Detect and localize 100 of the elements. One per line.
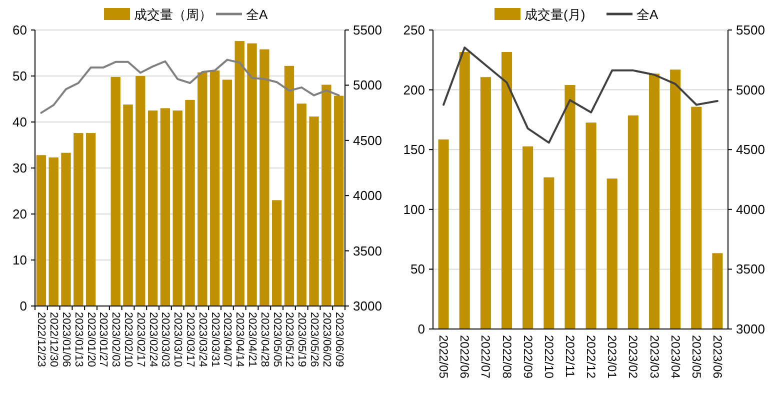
x-tick-label: 2023/06/09 <box>332 312 345 368</box>
bar <box>123 104 133 306</box>
bar <box>110 76 120 306</box>
x-tick-label: 2023/05/12 <box>283 312 296 368</box>
line-series <box>40 58 340 114</box>
bar <box>136 76 146 306</box>
bar <box>501 52 512 329</box>
legend-label: 成交量(月) <box>524 7 586 22</box>
bar <box>564 85 576 329</box>
legend-label: 成交量（周） <box>134 7 212 22</box>
bar <box>480 77 491 329</box>
x-tick-label: 2022/10 <box>542 335 556 379</box>
y-tick-label: 40 <box>12 114 27 130</box>
bar <box>260 49 270 306</box>
bar <box>234 41 244 306</box>
x-tick-label: 2022/08 <box>500 335 514 379</box>
y2-tick-label: 5500 <box>353 22 382 38</box>
y2-tick-label: 3000 <box>353 298 382 314</box>
bar <box>334 96 344 306</box>
y2-tick-label: 5000 <box>736 82 765 98</box>
bar <box>712 253 723 329</box>
x-tick-label: 2023/01/13 <box>72 312 84 368</box>
bar <box>586 122 596 329</box>
x-tick-label: 2023/02/03 <box>110 312 122 368</box>
x-tick-label: 2023/01/06 <box>60 312 72 368</box>
legend-label: 全A <box>246 7 268 22</box>
y2-tick-label: 3500 <box>736 262 765 277</box>
x-tick-label: 2023/04/28 <box>258 312 270 368</box>
y-tick-label: 0 <box>20 298 27 314</box>
x-tick-label: 2023/02/24 <box>146 312 159 368</box>
line-series <box>442 46 718 144</box>
x-tick-label: 2023/03/03 <box>159 312 172 368</box>
y-tick-label: 60 <box>12 22 27 38</box>
x-tick-label: 2022/12 <box>584 335 598 379</box>
bar <box>86 133 96 306</box>
legend-label: 全A <box>636 7 658 22</box>
x-tick-label: 2022/09 <box>520 335 535 379</box>
bar <box>148 110 158 306</box>
bar <box>198 72 208 306</box>
bar <box>48 157 58 306</box>
x-tick-label: 2023/05/05 <box>270 312 283 368</box>
bar <box>691 106 702 329</box>
y2-tick-label: 5000 <box>353 78 382 93</box>
bar <box>438 139 449 329</box>
y-tick-label: 30 <box>12 160 27 176</box>
y2-tick-label: 4000 <box>736 202 765 217</box>
y-tick-label: 0 <box>418 322 425 336</box>
bar <box>522 146 534 329</box>
x-tick-label: 2022/12/30 <box>48 312 60 368</box>
x-tick-label: 2023/02 <box>626 335 640 379</box>
x-tick-label: 2022/07 <box>478 335 493 379</box>
bar <box>185 100 195 306</box>
bar <box>210 70 220 306</box>
bar <box>160 108 170 306</box>
x-tick-label: 2023/06 <box>710 335 724 379</box>
y2-tick-label: 4000 <box>353 188 382 204</box>
x-tick-label: 2023/03/17 <box>184 312 196 368</box>
x-tick-label: 2022/06 <box>458 335 472 379</box>
x-tick-label: 2023/02/17 <box>134 312 146 368</box>
bar <box>272 200 282 306</box>
x-tick-label: 2023/05/19 <box>296 312 308 368</box>
x-tick-label: 2023/03/31 <box>208 312 221 368</box>
y-tick-label: 50 <box>410 262 425 277</box>
y-tick-label: 150 <box>403 142 425 158</box>
y-tick-label: 50 <box>12 68 27 84</box>
x-tick-label: 2023/04/21 <box>246 312 258 368</box>
y-tick-label: 250 <box>403 22 425 38</box>
x-tick-label: 2023/01/20 <box>84 312 97 368</box>
x-tick-label: 2023/05/26 <box>308 312 320 368</box>
bar <box>247 43 257 306</box>
y2-tick-label: 4500 <box>736 142 765 158</box>
bar <box>628 115 638 329</box>
y-tick-label: 100 <box>403 202 425 217</box>
bar <box>172 110 182 306</box>
x-tick-label: 2023/05 <box>689 335 704 379</box>
bar <box>544 177 554 329</box>
x-tick-label: 2023/03/10 <box>172 312 184 368</box>
bar <box>670 70 681 329</box>
x-tick-label: 2023/01 <box>605 335 620 379</box>
y2-tick-label: 5500 <box>736 22 765 38</box>
y2-tick-label: 3000 <box>736 322 765 336</box>
x-tick-label: 2023/01/27 <box>97 312 110 368</box>
x-tick-label: 2023/04/14 <box>234 312 246 368</box>
bar <box>61 152 71 306</box>
x-tick-label: 2023/03 <box>647 335 662 379</box>
bar <box>606 178 618 329</box>
x-tick-label: 2022/11 <box>562 335 577 378</box>
x-tick-label: 2022/12/23 <box>35 312 48 368</box>
y2-tick-label: 3500 <box>353 243 382 258</box>
x-tick-label: 2023/04/07 <box>221 312 234 368</box>
bar <box>459 52 470 329</box>
y-tick-label: 200 <box>403 82 425 98</box>
y2-tick-label: 4500 <box>353 132 382 148</box>
y-tick-label: 20 <box>12 206 27 222</box>
bar <box>222 80 232 306</box>
bar <box>648 74 660 329</box>
bar <box>309 116 319 306</box>
x-tick-label: 2023/02/10 <box>122 312 134 368</box>
x-tick-label: 2023/06/02 <box>320 312 332 368</box>
bar <box>322 84 332 306</box>
